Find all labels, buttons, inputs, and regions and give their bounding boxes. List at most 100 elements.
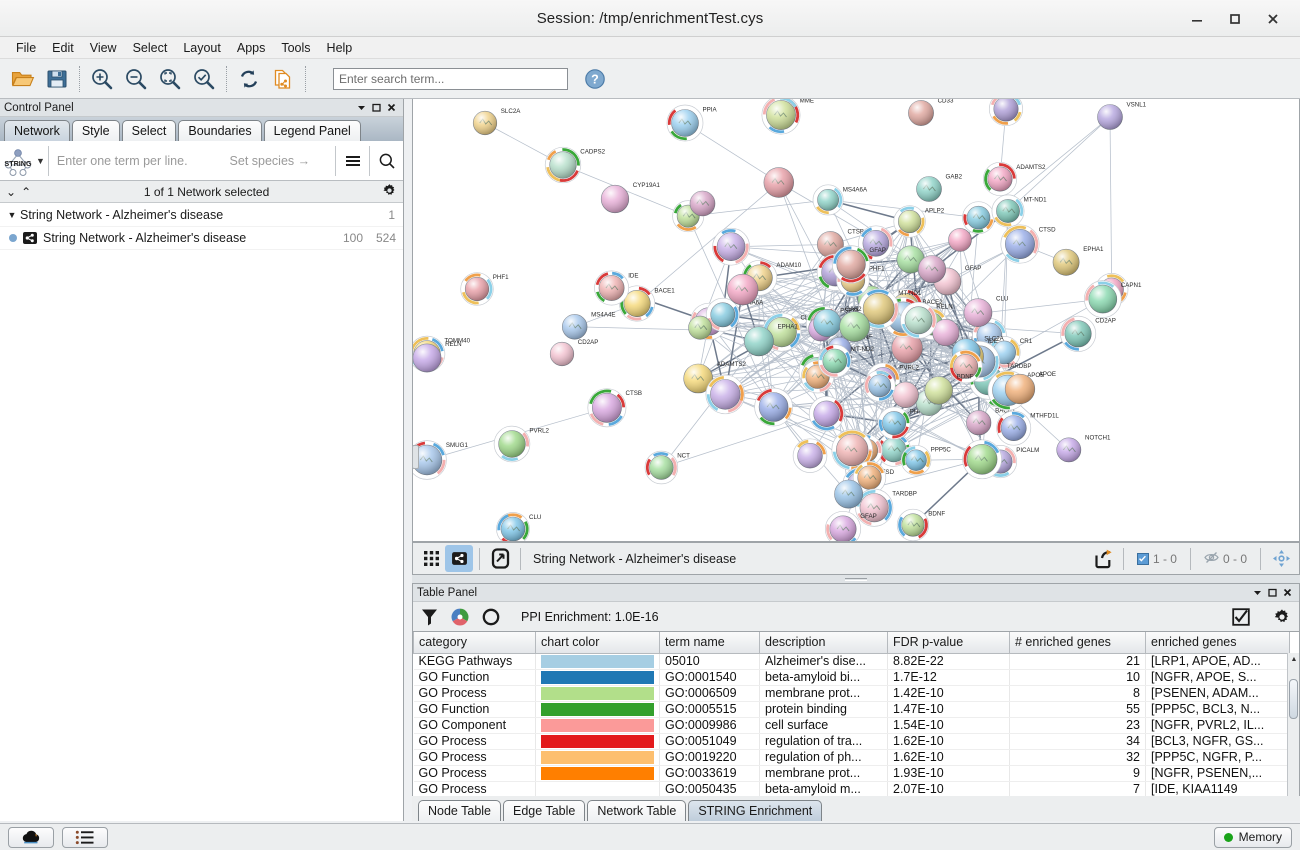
network-node[interactable]: CLU [963,296,1008,327]
checkbox-icon[interactable] [1232,607,1250,626]
table-row[interactable]: GO Function GO:0005515 protein binding 1.47… [413,701,1290,718]
network-node[interactable]: CLU [762,312,813,352]
network-node[interactable] [948,349,983,384]
float-panel-icon[interactable] [369,100,384,115]
network-node[interactable]: MME [761,99,814,135]
horizontal-splitter[interactable] [412,575,1300,583]
network-node[interactable]: MT-ND2 [817,344,874,378]
memory-status-button[interactable]: Memory [1213,826,1292,848]
scrollbar-thumb[interactable] [1289,679,1298,719]
table-vertical-scrollbar[interactable]: ▲ ▼ [1287,653,1299,820]
col-chart-color[interactable]: chart color [535,632,660,654]
collapse-all-icon[interactable]: ⌄ [6,184,17,199]
gear-icon[interactable] [1273,608,1291,626]
cloud-icon[interactable] [8,826,54,848]
chevron-down-icon[interactable] [1250,587,1265,598]
network-node[interactable] [705,374,746,415]
zoom-fit-icon[interactable] [153,62,187,96]
string-term-input[interactable]: Enter one term per line. Set species → [49,154,335,168]
network-node[interactable] [852,460,887,495]
network-node[interactable]: CD2AP [1060,315,1116,352]
network-node[interactable]: PPP5C [900,444,951,476]
network-node[interactable]: GFAP [831,245,886,284]
network-node[interactable]: TARDBP [855,488,917,527]
network-node[interactable] [863,369,896,402]
network-node[interactable]: NOTCH1 [1056,435,1111,463]
set-species-link[interactable]: Set species → [229,153,311,168]
float-panel-icon[interactable] [1265,587,1280,598]
selected-nodes-count[interactable]: 1 - 0 [1130,552,1184,566]
fit-content-icon[interactable] [1267,545,1295,572]
network-node[interactable]: SMUG1 [413,440,468,480]
scroll-up-arrow[interactable]: ▲ [1290,655,1298,663]
col-description[interactable]: description [759,632,888,654]
network-node[interactable]: GFAP [824,510,877,541]
string-logo-icon[interactable]: STRING [0,142,36,180]
network-node[interactable]: MS4A6A [812,184,868,216]
col-term-name[interactable]: term name [659,632,760,654]
expand-all-icon[interactable]: ⌃ [21,184,32,199]
menu-view[interactable]: View [89,40,117,55]
table-row[interactable]: GO Process GO:0033619 membrane prot... 1.93… [413,765,1290,782]
network-node[interactable] [688,315,713,340]
network-node[interactable]: MT-ND2 [988,99,1046,127]
table-row[interactable]: GO Process GO:0051049 regulation of tra...… [413,733,1290,750]
table-row[interactable]: GO Component GO:0009986 cell surface 1.54E-… [413,717,1290,734]
network-node[interactable]: RELN [900,301,953,339]
network-node[interactable]: CADPS2 [544,146,606,184]
col-enriched-count[interactable]: # enriched genes [1009,632,1146,654]
network-node[interactable] [896,245,925,274]
tab-edge-table[interactable]: Edge Table [503,800,586,821]
network-node[interactable]: GAB2 [916,174,963,202]
network-node[interactable]: CLU [496,512,542,542]
table-row[interactable]: GO Function GO:0001540 beta-amyloid bi... 1… [413,669,1290,686]
refresh-icon[interactable] [232,62,266,96]
network-node[interactable] [689,190,716,217]
network-node[interactable]: EPHA1 [1052,246,1104,276]
list-icon[interactable] [62,826,108,848]
network-node[interactable]: BACE1 [966,407,1016,436]
network-node[interactable]: CYP19A1 [600,182,661,214]
network-canvas[interactable]: ADAMTS2 PVRL2 PHF1 CLU BDNF GFAP CTSD MS4A6A BAC… [412,99,1300,542]
network-node[interactable]: IDE [594,270,639,306]
annotation-icon[interactable] [486,545,514,572]
network-node[interactable]: GAB2 [813,306,862,338]
tree-row-child[interactable]: String Network - Alzheimer's disease 100… [0,227,403,250]
tab-select[interactable]: Select [121,120,177,141]
options-menu-icon[interactable] [336,142,369,180]
search-input[interactable]: Enter search term... [333,67,568,90]
tab-network-table[interactable]: Network Table [587,800,687,821]
gear-icon[interactable] [382,183,397,201]
menu-tools[interactable]: Tools [281,40,311,55]
network-node[interactable]: PHF1 [460,272,509,306]
network-node[interactable]: CTSB [816,229,864,258]
network-node[interactable] [962,201,995,235]
network-node[interactable]: BACE1 [619,285,675,322]
network-node[interactable]: MS4A6A [705,297,764,332]
help-icon[interactable]: ? [584,68,606,90]
network-share-icon[interactable] [445,545,473,572]
tree-row-root[interactable]: ▼ String Network - Alzheimer's disease 1 [0,204,403,227]
network-node[interactable] [962,439,1002,480]
network-node[interactable] [932,319,960,347]
tab-node-table[interactable]: Node Table [418,800,502,821]
network-node[interactable]: CTSD [1000,224,1056,264]
network-node[interactable]: MS4A4E [562,311,616,340]
close-panel-icon[interactable] [1280,587,1295,598]
network-node[interactable]: PVRL2 [493,425,550,463]
grid-layout-icon[interactable] [417,545,445,572]
network-node[interactable]: ADAMTS2 [683,361,747,394]
table-row[interactable]: GO Process GO:0006509 membrane prot... 1.42… [413,685,1290,702]
network-node[interactable] [917,255,946,284]
network-node[interactable] [792,438,828,473]
zoom-selected-icon[interactable] [187,62,221,96]
tab-style[interactable]: Style [71,120,120,141]
panel-resize-handle[interactable] [412,445,419,469]
chevron-down-icon[interactable] [354,100,369,115]
zoom-out-icon[interactable] [119,62,153,96]
export-icon[interactable] [1089,545,1117,572]
tab-boundaries[interactable]: Boundaries [178,120,262,141]
network-node[interactable] [727,273,759,306]
filter-icon[interactable] [421,608,438,626]
table-row[interactable]: GO Process GO:0019220 regulation of ph... 1… [413,749,1290,766]
